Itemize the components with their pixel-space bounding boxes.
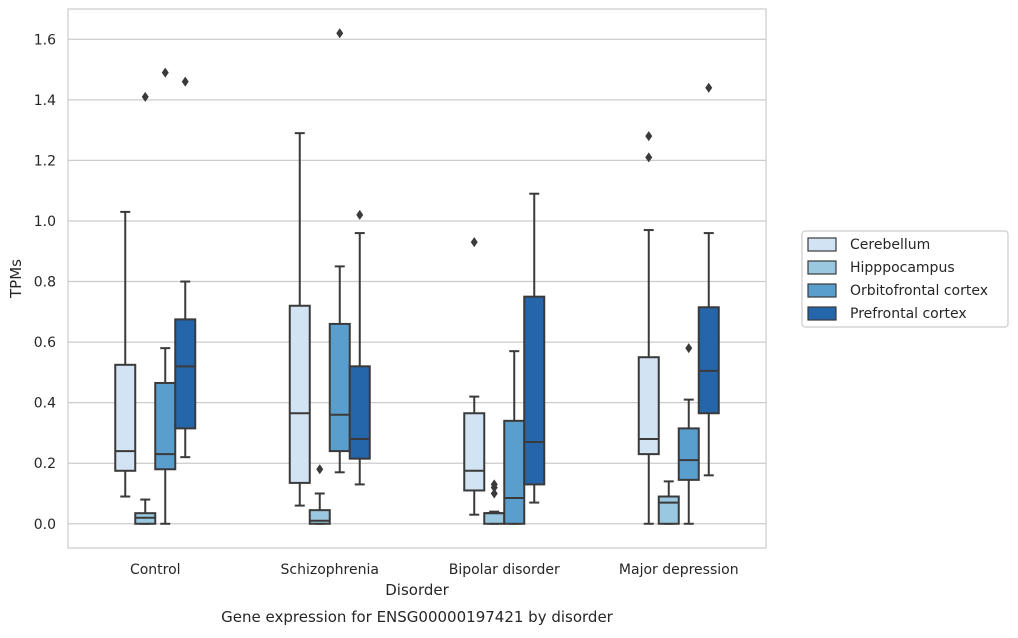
legend-swatch [807, 283, 837, 298]
box-rect [483, 512, 506, 525]
legend-swatch [807, 237, 837, 252]
box-hipppocampus-2 [483, 479, 506, 525]
outlier-point [685, 343, 693, 354]
box-rect [463, 412, 486, 492]
box-plot-series [114, 28, 720, 525]
y-tick-label: 0.4 [34, 396, 56, 412]
outlier-point [141, 91, 149, 102]
x-axis-label: Disorder [385, 581, 449, 599]
y-tick-label: 0.6 [34, 335, 56, 351]
box-rect [154, 381, 177, 471]
legend-swatch [807, 306, 837, 321]
outlier-point [490, 479, 498, 490]
y-tick-label: 0.2 [34, 456, 56, 472]
x-tick-label: Control [130, 562, 181, 578]
box-rect [288, 304, 311, 484]
legend-swatch [807, 260, 837, 275]
box-rect [174, 318, 197, 430]
outlier-point [645, 152, 653, 163]
outlier-point [316, 464, 324, 475]
box-rect [637, 356, 660, 456]
chart-caption: Gene expression for ENSG00000197421 by d… [221, 608, 614, 626]
box-orbitofrontal-cortex-2 [503, 350, 526, 525]
box-orbitofrontal-cortex-1 [328, 28, 351, 474]
box-orbitofrontal-cortex-0 [154, 67, 177, 525]
y-tick-label: 0.0 [34, 517, 56, 533]
y-tick-label: 1.2 [34, 153, 56, 169]
y-tick-labels: 0.0 0.2 0.4 0.6 0.8 1.0 1.2 1.4 1.6 [34, 32, 56, 532]
box-prefrontal-cortex-2 [523, 192, 546, 504]
x-tick-labels: Control Schizophrenia Bipolar disorder Majo… [130, 562, 739, 578]
legend-label: Prefrontal cortex [850, 306, 967, 322]
y-tick-label: 1.6 [34, 32, 56, 48]
legend: Cerebellum Hipppocampus Orbitofrontal cort… [801, 230, 1009, 328]
outlier-point [490, 488, 498, 499]
outlier-point [161, 67, 169, 78]
box-cerebellum-3 [637, 131, 660, 525]
x-tick-label: Schizophrenia [281, 562, 379, 578]
box-prefrontal-cortex-1 [348, 209, 371, 486]
box-hipppocampus-0 [134, 91, 157, 525]
box-rect [114, 363, 137, 472]
outlier-point [470, 237, 478, 248]
x-tick-label: Major depression [619, 562, 739, 578]
legend-label: Hipppocampus [850, 260, 955, 276]
legend-label: Cerebellum [850, 237, 930, 253]
box-cerebellum-0 [114, 210, 137, 498]
legend-frame [801, 230, 1009, 328]
box-cerebellum-2 [463, 237, 486, 516]
y-axis-label: TPMs [7, 259, 25, 299]
legend-label: Orbitofrontal cortex [850, 283, 988, 299]
box-prefrontal-cortex-3 [697, 82, 720, 477]
box-rect [503, 419, 526, 525]
outlier-point [705, 82, 713, 93]
box-hipppocampus-1 [308, 464, 331, 525]
box-cerebellum-1 [288, 132, 311, 507]
box-rect [677, 427, 700, 481]
box-rect [348, 365, 371, 460]
box-rect [328, 322, 351, 453]
box-rect [697, 306, 720, 415]
box-orbitofrontal-cortex-3 [677, 343, 700, 525]
outlier-point [356, 209, 364, 220]
box-prefrontal-cortex-0 [174, 76, 197, 459]
outlier-point [181, 76, 189, 87]
y-tick-label: 0.8 [34, 275, 56, 291]
y-tick-label: 1.0 [34, 214, 56, 230]
outlier-point [336, 28, 344, 39]
box-rect [657, 495, 680, 525]
x-tick-label: Bipolar disorder [449, 562, 560, 578]
plot-frame [67, 8, 767, 549]
y-tick-label: 1.4 [34, 93, 56, 109]
box-hipppocampus-3 [657, 480, 680, 525]
box-rect [523, 295, 546, 486]
outlier-point [645, 131, 653, 142]
